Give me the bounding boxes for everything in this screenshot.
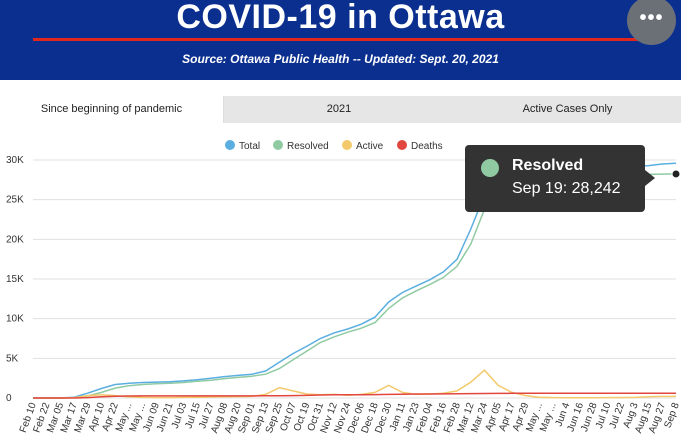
tab-2021[interactable]: 2021 <box>224 96 454 123</box>
chart-tooltip: Resolved Sep 19: 28,242 <box>465 145 655 212</box>
header: COVID-19 in Ottawa Source: Ottawa Public… <box>0 0 681 80</box>
legend-item-resolved: Resolved <box>273 140 329 152</box>
legend-label: Total <box>239 141 260 152</box>
y-tick-label: 30K <box>6 155 24 166</box>
tab-bar: Since beginning of pandemic 2021 Active … <box>0 96 681 123</box>
y-tick-label: 20K <box>6 234 24 245</box>
hover-point <box>671 169 681 179</box>
series-line-deaths <box>33 392 676 399</box>
legend-marker <box>273 140 283 150</box>
title-underline <box>33 38 645 41</box>
legend-label: Resolved <box>287 141 329 152</box>
y-tick-label: 5K <box>6 353 19 364</box>
legend-marker <box>225 140 235 150</box>
tab-since-beginning[interactable]: Since beginning of pandemic <box>0 96 224 123</box>
tab-active-cases-only[interactable]: Active Cases Only <box>454 96 681 123</box>
page-title: COVID-19 in Ottawa <box>176 0 505 36</box>
tooltip-series-dot <box>481 159 499 177</box>
legend-item-active: Active <box>342 140 384 152</box>
legend-marker <box>397 140 407 150</box>
tooltip-series-name: Resolved <box>512 157 584 174</box>
legend-item-total: Total <box>225 140 260 152</box>
source-line: Source: Ottawa Public Health -- Updated:… <box>182 52 499 66</box>
y-tick-label: 15K <box>6 274 24 285</box>
legend-label: Active <box>356 141 384 152</box>
y-tick-label: 25K <box>6 195 24 206</box>
legend-label: Deaths <box>411 141 443 152</box>
more-options-button[interactable]: ••• <box>627 0 676 45</box>
y-tick-label: 10K <box>6 314 24 325</box>
tooltip-value: Sep 19: 28,242 <box>512 180 621 197</box>
y-tick-label: 0 <box>6 393 12 404</box>
legend-item-deaths: Deaths <box>397 140 443 152</box>
legend-marker <box>342 140 352 150</box>
